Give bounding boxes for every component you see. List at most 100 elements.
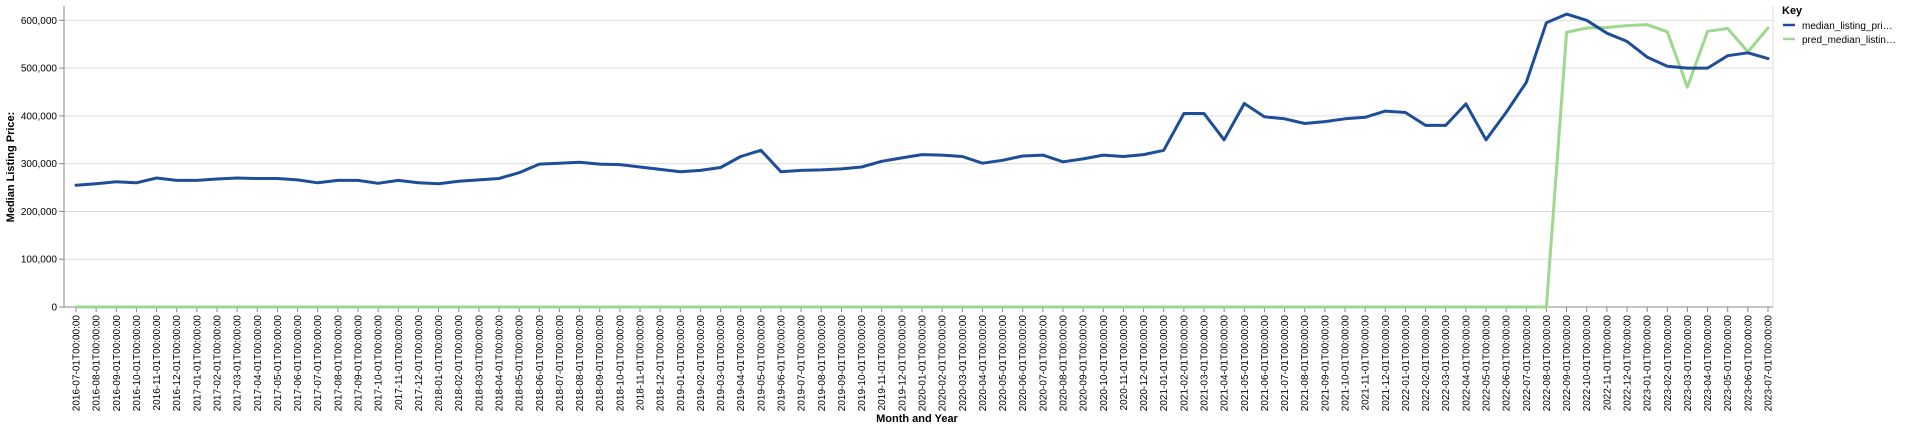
x-axis: 2016-07-01T00:00:00 2016-08-01T00:00:00 20… [72, 307, 1775, 411]
x-tick-label: 2017-09-01T00:00:00 [354, 315, 365, 412]
x-tick-label: 2022-07-01T00:00:00 [1522, 315, 1533, 412]
x-tick-label: 2018-02-01T00:00:00 [454, 315, 465, 412]
y-axis: 0 100,000 200,000 300,000 400,000 500,000 600,… [21, 6, 65, 314]
y-tick-label: 300,000 [21, 159, 58, 170]
x-tick-label: 2021-08-01T00:00:00 [1300, 315, 1311, 412]
x-tick-label: 2023-03-01T00:00:00 [1683, 315, 1694, 412]
x-tick-label: 2020-05-01T00:00:00 [998, 315, 1009, 412]
x-tick-label: 2023-07-01T00:00:00 [1764, 315, 1775, 412]
x-tick-label: 2016-10-01T00:00:00 [132, 315, 143, 412]
x-tick-label: 2016-09-01T00:00:00 [112, 315, 123, 412]
x-tick-label: 2017-05-01T00:00:00 [273, 315, 284, 412]
y-tick-label: 500,000 [21, 64, 58, 75]
x-tick-label: 2020-06-01T00:00:00 [1018, 315, 1029, 412]
x-tick-label: 2018-05-01T00:00:00 [515, 315, 526, 412]
y-tick-label: 400,000 [21, 111, 58, 122]
x-tick-label: 2020-01-01T00:00:00 [918, 315, 929, 412]
x-tick-label: 2017-06-01T00:00:00 [293, 315, 304, 412]
x-tick-label: 2016-11-01T00:00:00 [152, 315, 163, 411]
x-tick-label: 2022-02-01T00:00:00 [1421, 315, 1432, 412]
x-tick-label: 2017-07-01T00:00:00 [313, 315, 324, 412]
x-tick-label: 2018-11-01T00:00:00 [636, 315, 647, 411]
x-tick-label: 2019-10-01T00:00:00 [857, 315, 868, 412]
x-tick-label: 2020-11-01T00:00:00 [1119, 315, 1130, 411]
x-tick-label: 2017-02-01T00:00:00 [213, 315, 224, 412]
x-tick-label: 2023-04-01T00:00:00 [1703, 315, 1714, 412]
x-tick-label: 2017-04-01T00:00:00 [253, 315, 264, 412]
x-tick-label: 2021-02-01T00:00:00 [1179, 315, 1190, 412]
x-tick-label: 2022-04-01T00:00:00 [1461, 315, 1472, 412]
x-tick-label: 2020-12-01T00:00:00 [1139, 315, 1150, 412]
y-axis-title: Median Listing Price: [5, 112, 17, 223]
x-tick-label: 2019-04-01T00:00:00 [736, 315, 747, 412]
x-tick-label: 2018-06-01T00:00:00 [535, 315, 546, 412]
x-tick-label: 2020-04-01T00:00:00 [978, 315, 989, 412]
x-tick-label: 2020-03-01T00:00:00 [958, 315, 969, 412]
x-tick-label: 2017-01-01T00:00:00 [192, 315, 203, 412]
x-tick-label: 2020-10-01T00:00:00 [1099, 315, 1110, 412]
x-tick-label: 2019-05-01T00:00:00 [756, 315, 767, 412]
x-tick-label: 2019-12-01T00:00:00 [897, 315, 908, 412]
x-tick-label: 2023-01-01T00:00:00 [1643, 315, 1654, 412]
x-tick-label: 2021-09-01T00:00:00 [1320, 315, 1331, 412]
y-tick-label: 0 [51, 303, 57, 314]
y-tick-label: 200,000 [21, 207, 58, 218]
x-tick-label: 2017-12-01T00:00:00 [414, 315, 425, 412]
x-tick-label: 2022-10-01T00:00:00 [1582, 315, 1593, 412]
x-tick-label: 2021-10-01T00:00:00 [1341, 315, 1352, 412]
x-tick-label: 2018-04-01T00:00:00 [495, 315, 506, 412]
x-tick-label: 2018-12-01T00:00:00 [656, 315, 667, 412]
x-tick-label: 2022-03-01T00:00:00 [1441, 315, 1452, 412]
x-tick-label: 2019-11-01T00:00:00 [877, 315, 888, 411]
x-tick-label: 2021-04-01T00:00:00 [1220, 315, 1231, 412]
legend: Key median_listing_pri… pred_median_list… [1782, 5, 1896, 46]
x-tick-label: 2021-03-01T00:00:00 [1200, 315, 1211, 412]
x-tick-label: 2018-03-01T00:00:00 [474, 315, 485, 412]
x-tick-label: 2021-05-01T00:00:00 [1240, 315, 1251, 412]
x-tick-label: 2019-06-01T00:00:00 [777, 315, 788, 412]
x-tick-label: 2018-07-01T00:00:00 [555, 315, 566, 412]
x-tick-label: 2018-10-01T00:00:00 [615, 315, 626, 412]
y-tick-label: 600,000 [21, 16, 58, 27]
x-tick-label: 2023-06-01T00:00:00 [1743, 315, 1754, 412]
x-tick-label: 2016-12-01T00:00:00 [172, 315, 183, 412]
x-tick-label: 2018-09-01T00:00:00 [595, 315, 606, 412]
x-tick-label: 2020-08-01T00:00:00 [1059, 315, 1070, 412]
x-tick-label: 2022-12-01T00:00:00 [1623, 315, 1634, 412]
x-tick-label: 2023-02-01T00:00:00 [1663, 315, 1674, 412]
x-tick-label: 2022-11-01T00:00:00 [1602, 315, 1613, 411]
x-tick-label: 2021-12-01T00:00:00 [1381, 315, 1392, 412]
x-tick-label: 2019-02-01T00:00:00 [696, 315, 707, 412]
series-line-pred-median-listing-price [74, 23, 1770, 309]
x-tick-label: 2017-10-01T00:00:00 [374, 315, 385, 412]
x-tick-label: 2016-07-01T00:00:00 [72, 315, 83, 412]
x-tick-label: 2020-07-01T00:00:00 [1038, 315, 1049, 412]
x-tick-label: 2020-02-01T00:00:00 [938, 315, 949, 412]
x-tick-label: 2018-08-01T00:00:00 [575, 315, 586, 412]
series-lines [74, 12, 1770, 309]
x-tick-label: 2021-06-01T00:00:00 [1260, 315, 1271, 412]
x-tick-label: 2021-01-01T00:00:00 [1159, 315, 1170, 412]
x-tick-label: 2022-06-01T00:00:00 [1502, 315, 1513, 412]
x-tick-label: 2023-05-01T00:00:00 [1723, 315, 1734, 412]
legend-label-pred: pred_median_listin… [1802, 35, 1896, 46]
x-axis-title: Month and Year [876, 413, 958, 425]
x-tick-label: 2017-08-01T00:00:00 [333, 315, 344, 412]
x-tick-label: 2022-09-01T00:00:00 [1562, 315, 1573, 412]
x-tick-label: 2022-08-01T00:00:00 [1542, 315, 1553, 412]
x-tick-label: 2017-03-01T00:00:00 [233, 315, 244, 412]
x-tick-label: 2019-08-01T00:00:00 [817, 315, 828, 412]
x-tick-label: 2021-11-01T00:00:00 [1361, 315, 1372, 411]
x-tick-label: 2018-01-01T00:00:00 [434, 315, 445, 412]
legend-title: Key [1782, 5, 1803, 17]
x-tick-label: 2019-09-01T00:00:00 [837, 315, 848, 412]
x-tick-label: 2019-01-01T00:00:00 [676, 315, 687, 412]
x-tick-label: 2019-07-01T00:00:00 [797, 315, 808, 412]
x-tick-label: 2020-09-01T00:00:00 [1079, 315, 1090, 412]
x-tick-label: 2016-08-01T00:00:00 [92, 315, 103, 412]
x-tick-label: 2022-05-01T00:00:00 [1482, 315, 1493, 412]
series-line-median-listing-price [74, 12, 1770, 187]
y-tick-label: 100,000 [21, 255, 58, 266]
legend-label-median: median_listing_pri… [1802, 21, 1893, 32]
